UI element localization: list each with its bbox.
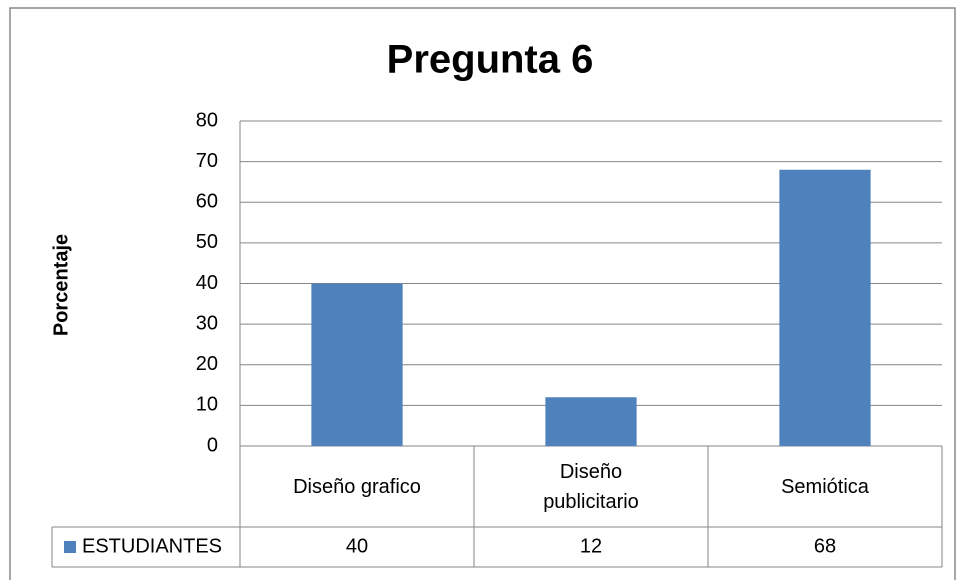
bar: [545, 397, 637, 446]
legend-key: [64, 541, 76, 553]
bar: [311, 283, 403, 446]
x-tick-label: Diseño publicitario: [543, 460, 639, 513]
y-tick-label: 20: [196, 353, 218, 375]
data-label: 40: [346, 535, 368, 557]
bar: [779, 169, 871, 446]
y-tick-label: 70: [196, 150, 218, 172]
legend-label: ESTUDIANTES: [82, 535, 222, 557]
y-tick-label: 0: [207, 434, 218, 456]
y-tick-label: 50: [196, 231, 218, 253]
y-tick-label: 40: [196, 272, 218, 294]
data-label: 12: [580, 535, 602, 557]
y-tick-label: 30: [196, 312, 218, 334]
y-tick-label: 60: [196, 191, 218, 213]
x-tick-label: Diseño grafico: [293, 475, 421, 498]
data-label: 68: [814, 535, 836, 557]
y-tick-label: 80: [196, 109, 218, 131]
y-tick-label: 10: [196, 394, 218, 416]
chart-title: Pregunta 6: [387, 38, 594, 82]
x-tick-label: Semiótica: [781, 475, 869, 498]
y-axis-label: Porcentaje: [50, 234, 72, 336]
